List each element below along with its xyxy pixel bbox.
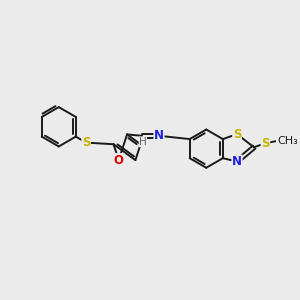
Text: S: S bbox=[261, 137, 270, 150]
Text: S: S bbox=[82, 136, 90, 149]
Text: N: N bbox=[154, 129, 164, 142]
Text: N: N bbox=[232, 155, 242, 168]
Text: S: S bbox=[233, 128, 241, 141]
Text: H: H bbox=[139, 137, 147, 147]
Text: CH₃: CH₃ bbox=[278, 136, 298, 146]
Text: O: O bbox=[114, 154, 124, 166]
